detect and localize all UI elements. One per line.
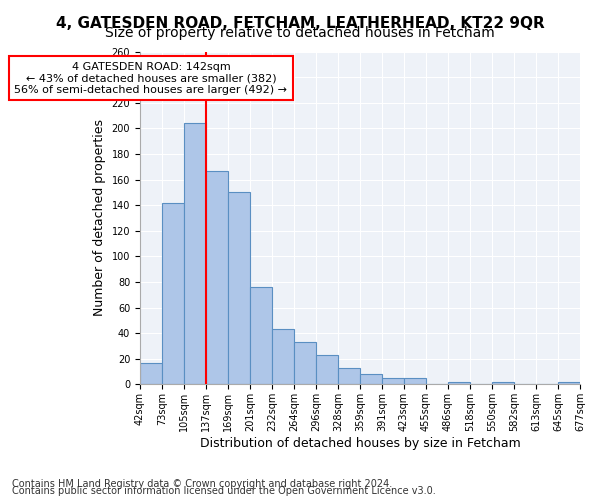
X-axis label: Distribution of detached houses by size in Fetcham: Distribution of detached houses by size … — [200, 437, 520, 450]
Bar — [382, 378, 404, 384]
Bar — [558, 382, 580, 384]
Bar — [272, 330, 294, 384]
Bar — [206, 170, 228, 384]
Bar — [404, 378, 426, 384]
Bar — [228, 192, 250, 384]
Text: Size of property relative to detached houses in Fetcham: Size of property relative to detached ho… — [105, 26, 495, 40]
Text: Contains public sector information licensed under the Open Government Licence v3: Contains public sector information licen… — [12, 486, 436, 496]
Bar — [448, 382, 470, 384]
Text: Contains HM Land Registry data © Crown copyright and database right 2024.: Contains HM Land Registry data © Crown c… — [12, 479, 392, 489]
Bar — [316, 355, 338, 384]
Bar — [294, 342, 316, 384]
Text: 4 GATESDEN ROAD: 142sqm
← 43% of detached houses are smaller (382)
56% of semi-d: 4 GATESDEN ROAD: 142sqm ← 43% of detache… — [14, 62, 287, 95]
Bar — [360, 374, 382, 384]
Bar — [162, 202, 184, 384]
Bar — [184, 123, 206, 384]
Y-axis label: Number of detached properties: Number of detached properties — [93, 120, 106, 316]
Bar — [250, 287, 272, 384]
Bar — [338, 368, 360, 384]
Text: 4, GATESDEN ROAD, FETCHAM, LEATHERHEAD, KT22 9QR: 4, GATESDEN ROAD, FETCHAM, LEATHERHEAD, … — [56, 16, 544, 31]
Bar — [140, 362, 162, 384]
Bar — [492, 382, 514, 384]
